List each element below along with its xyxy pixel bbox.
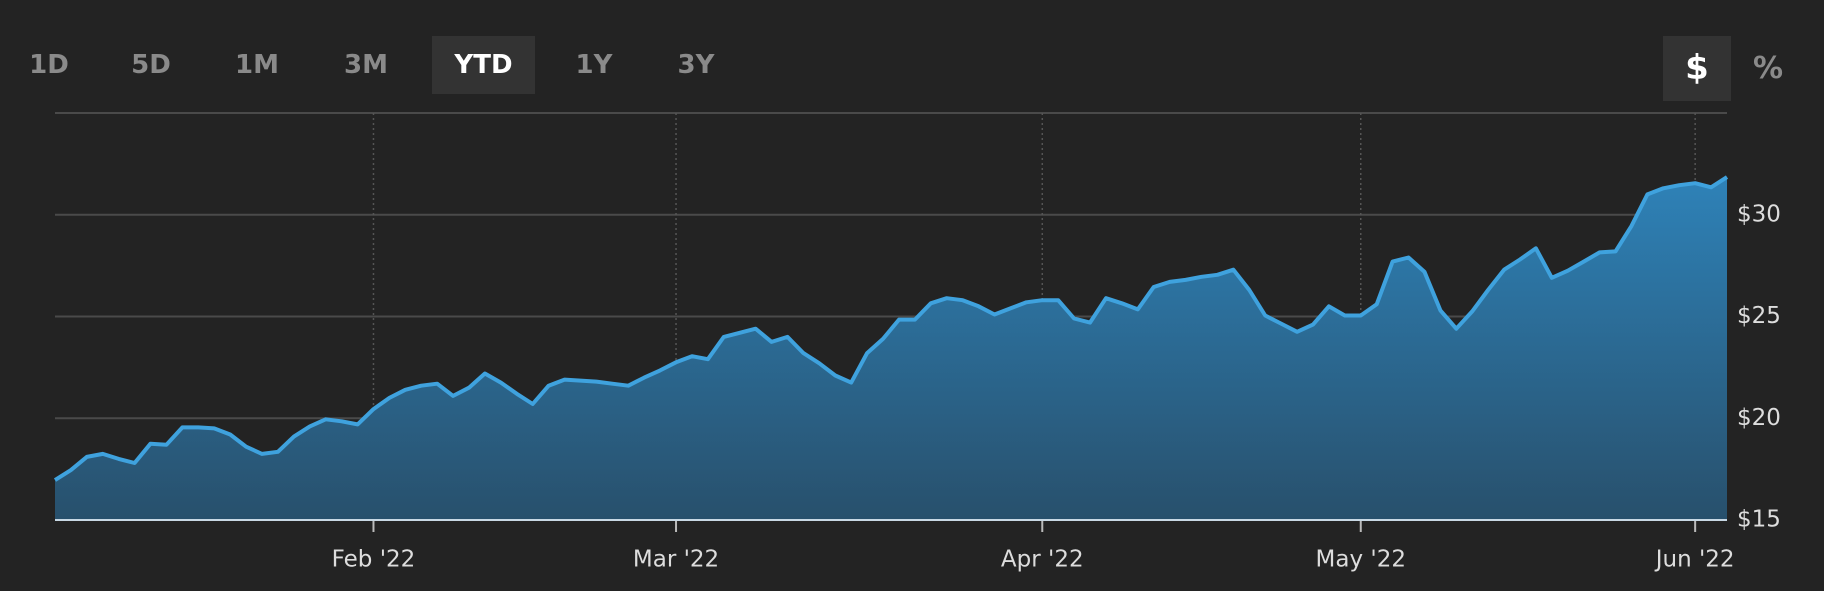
x-tick-label: Mar '22 bbox=[633, 547, 719, 573]
range-button[interactable]: 1Y bbox=[575, 50, 613, 80]
y-tick-label: $15 bbox=[1737, 507, 1781, 533]
range-button[interactable]: 1M bbox=[235, 50, 279, 80]
range-button[interactable]: 3M bbox=[344, 50, 388, 80]
range-button[interactable]: YTD bbox=[432, 36, 535, 94]
unit-button[interactable]: $ bbox=[1663, 36, 1731, 101]
y-tick-label: $20 bbox=[1737, 405, 1781, 431]
range-button[interactable]: 5D bbox=[131, 50, 171, 80]
price-line bbox=[53, 175, 1729, 482]
range-button[interactable]: 1D bbox=[29, 50, 69, 80]
x-tick-label: May '22 bbox=[1316, 547, 1406, 573]
range-button[interactable]: 3Y bbox=[677, 50, 715, 80]
x-tick-label: Jun '22 bbox=[1654, 547, 1735, 573]
area-fill bbox=[55, 177, 1727, 520]
x-tick-label: Apr '22 bbox=[1001, 547, 1084, 573]
y-tick-label: $25 bbox=[1737, 303, 1781, 329]
x-tick-label: Feb '22 bbox=[332, 547, 416, 573]
y-tick-label: $30 bbox=[1737, 201, 1781, 227]
unit-button[interactable]: % bbox=[1752, 51, 1784, 86]
